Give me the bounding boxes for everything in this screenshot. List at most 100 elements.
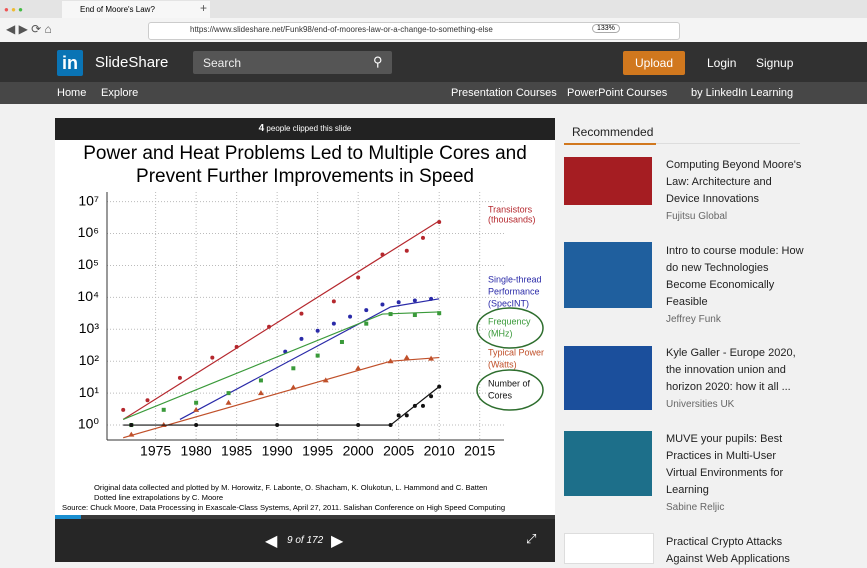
rec-item[interactable]: Computing Beyond Moore's Law: Architectu… [666, 157, 806, 225]
search-box[interactable] [193, 51, 392, 74]
point [194, 423, 199, 428]
y-tick-label: 10⁶ [78, 224, 99, 240]
y-tick-label: 10⁵ [78, 256, 99, 272]
trend-line [179, 298, 440, 420]
nav-link[interactable]: by LinkedIn Learning [691, 87, 794, 99]
series-label: Single-thread [488, 274, 542, 284]
source-note: Dotted line extrapolations by C. Moore [94, 493, 223, 502]
y-tick-label: 10² [79, 352, 100, 368]
point [420, 235, 425, 240]
rec-item[interactable]: Practical Crypto Attacks Against Web App… [666, 534, 806, 568]
slide-title: Prevent Further Improvements in Speed [136, 166, 474, 187]
point [339, 339, 344, 344]
series-label: (Watts) [488, 359, 517, 369]
y-tick-label: 10⁰ [78, 416, 100, 432]
header [0, 42, 867, 82]
zoom[interactable]: 133% [592, 24, 620, 33]
window-buttons[interactable]: ● ● ● [4, 5, 23, 14]
rec-title: Intro to course module: How do new Techn… [666, 245, 804, 308]
slide [55, 140, 555, 515]
fullscreen[interactable]: ⤢ [526, 531, 537, 546]
rec-item[interactable]: Intro to course module: How do new Techn… [666, 243, 806, 328]
point [299, 311, 304, 316]
point [193, 406, 200, 412]
rec-title: Computing Beyond Moore's Law: Architectu… [666, 159, 802, 205]
point [396, 413, 401, 418]
thumbnail[interactable] [564, 157, 652, 205]
series-label: Frequency [488, 316, 531, 326]
prev-button[interactable]: ◀ [265, 533, 278, 550]
point [226, 391, 231, 396]
y-tick-label: 10³ [79, 320, 100, 336]
series-label: Performance [488, 286, 540, 296]
brand[interactable]: SlideShare [95, 54, 169, 71]
signup[interactable]: Signup [756, 56, 794, 70]
point [380, 302, 385, 307]
point [429, 296, 434, 301]
point [225, 399, 232, 405]
clip-count: 4 [258, 123, 265, 134]
point [177, 375, 182, 380]
url-bar[interactable] [148, 22, 680, 40]
label-ring [476, 307, 544, 349]
point [234, 344, 239, 349]
thumbnail[interactable] [564, 431, 652, 496]
new-tab[interactable]: + [200, 1, 208, 15]
clip-bar: 4 people clipped this slide [55, 118, 555, 140]
point [299, 336, 304, 341]
point [429, 394, 434, 399]
rec-item[interactable]: Kyle Galler - Europe 2020, the innovatio… [666, 345, 806, 413]
point [437, 219, 442, 224]
thumbnail[interactable] [564, 242, 652, 308]
y-tick-label: 10¹ [79, 384, 100, 400]
thumbnail[interactable] [564, 346, 652, 410]
slide-controls [55, 515, 555, 562]
source-note: Source: Chuck Moore, Data Processing in … [62, 503, 505, 512]
point [331, 321, 336, 326]
nav-link[interactable]: Explore [101, 87, 139, 99]
thumbnail[interactable] [564, 533, 654, 564]
login[interactable]: Login [707, 56, 737, 70]
x-tick-label: 1985 [221, 443, 252, 459]
point [388, 423, 393, 428]
nav-link[interactable]: Home [57, 87, 87, 99]
x-tick-label: 2005 [383, 443, 414, 459]
series-label: Number of [488, 378, 531, 388]
tab[interactable]: End of Moore's Law? [62, 1, 210, 18]
page-label: 9 of 172 [287, 535, 324, 546]
point [364, 308, 369, 313]
next-button[interactable]: ▶ [331, 533, 344, 550]
logo[interactable]: in [57, 50, 83, 76]
series-label: Typical Power [488, 347, 544, 357]
point [145, 398, 150, 403]
divider [564, 143, 800, 145]
nav-buttons[interactable]: ◀ ▶ ⟳ ⌂ [6, 22, 52, 36]
point [396, 300, 401, 305]
point [437, 311, 442, 316]
point [161, 407, 166, 412]
rec-author: Fujitsu Global [666, 211, 728, 222]
point [210, 355, 215, 360]
series-label: (thousands) [488, 214, 536, 224]
series-label: Transistors [488, 204, 533, 214]
nav [0, 82, 867, 104]
point [437, 384, 442, 389]
point [348, 314, 353, 319]
progress-track[interactable] [55, 515, 555, 519]
rec-author: Universities UK [666, 399, 735, 410]
search-icon[interactable]: ⚲ [373, 54, 383, 69]
upload-button[interactable]: Upload [623, 51, 685, 75]
point [258, 378, 263, 383]
rec-item[interactable]: MUVE your pupils: Best Practices in Mult… [666, 431, 806, 516]
trend-line [122, 220, 440, 420]
point [291, 366, 296, 371]
x-tick-label: 1995 [302, 443, 333, 459]
point [121, 407, 126, 412]
nav-link[interactable]: PowerPoint Courses [567, 87, 668, 99]
point [194, 400, 199, 405]
point [331, 299, 336, 304]
point [322, 377, 329, 383]
point [412, 403, 417, 408]
point [315, 328, 320, 333]
nav-link[interactable]: Presentation Courses [451, 87, 557, 99]
